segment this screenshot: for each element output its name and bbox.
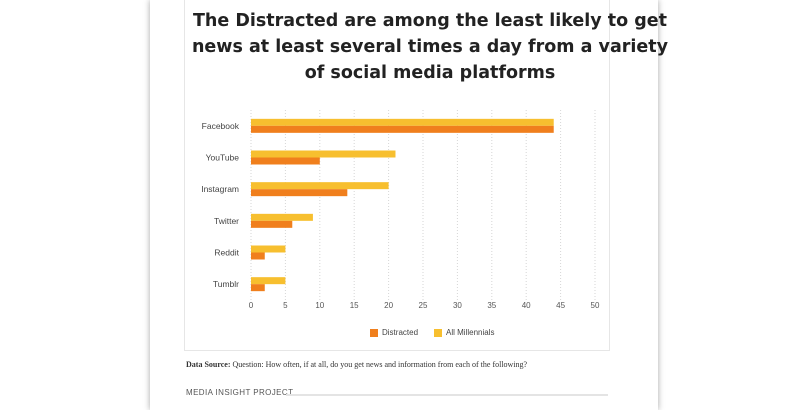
bar-distracted-facebook — [251, 125, 554, 133]
bar-all-millennials-facebook — [251, 118, 554, 126]
x-tick-label-40: 40 — [522, 301, 531, 310]
x-tick-label-35: 35 — [487, 301, 496, 310]
x-tick-label-10: 10 — [315, 301, 324, 310]
chart-legend: Distracted All Millennials — [370, 328, 494, 337]
bar-all-millennials-instagram — [251, 182, 389, 190]
bar-chart-plot: 0 5 10 15 20 25 30 35 40 45 50 Facebook YouTube Insta… — [201, 110, 600, 310]
data-source-label: Data Source: — [186, 360, 231, 369]
data-source-text: Question: How often, if at all, do you g… — [230, 360, 528, 369]
legend-label-distracted: Distracted — [382, 328, 419, 337]
x-tick-label-0: 0 — [249, 301, 254, 310]
footer-divider — [286, 394, 608, 396]
category-label-facebook: Facebook — [202, 121, 240, 131]
chart-title: The Distracted are among the least likel… — [191, 11, 669, 83]
category-label-youtube: YouTube — [206, 153, 240, 163]
category-label-tumblr: Tumblr — [213, 279, 239, 289]
category-label-instagram: Instagram — [201, 184, 239, 194]
legend-label-all-millennials: All Millennials — [446, 328, 495, 337]
footer-brand: MEDIA INSIGHT PROJECT — [186, 388, 294, 397]
bar-distracted-tumblr — [251, 284, 265, 292]
x-tick-label-50: 50 — [591, 301, 600, 310]
x-tick-label-45: 45 — [556, 301, 565, 310]
bar-distracted-twitter — [251, 220, 293, 228]
bar-all-millennials-twitter — [251, 213, 313, 221]
x-tick-label-30: 30 — [453, 301, 462, 310]
bar-all-millennials-youtube — [251, 150, 396, 158]
legend-item-all-millennials: All Millennials — [434, 328, 494, 337]
bar-distracted-youtube — [251, 157, 320, 165]
chart-card: The Distracted are among the least likel… — [150, 0, 668, 410]
legend-item-distracted: Distracted — [370, 328, 418, 337]
bar-all-millennials-tumblr — [251, 277, 286, 285]
x-tick-label-25: 25 — [419, 301, 428, 310]
category-label-twitter: Twitter — [214, 216, 239, 226]
x-tick-label-15: 15 — [350, 301, 359, 310]
chart-frame: The Distracted are among the least likel… — [184, 0, 668, 351]
legend-swatch-distracted — [370, 328, 378, 337]
x-tick-label-20: 20 — [384, 301, 393, 310]
data-source-note: Data Source: Question: How often, if at … — [186, 360, 527, 369]
bar-distracted-instagram — [251, 189, 348, 197]
bar-distracted-reddit — [251, 252, 265, 260]
legend-swatch-all-millennials — [434, 328, 443, 337]
bar-all-millennials-reddit — [251, 245, 286, 253]
x-tick-label-5: 5 — [283, 301, 288, 310]
category-label-reddit: Reddit — [214, 248, 239, 258]
